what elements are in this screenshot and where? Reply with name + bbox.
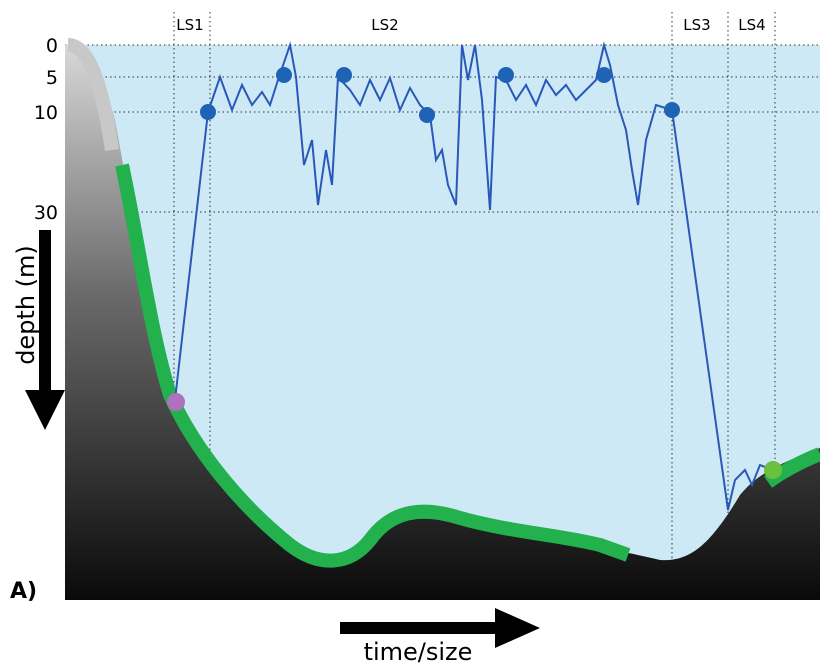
panel-label: A) [10, 579, 37, 604]
y-tick-label: 30 [34, 202, 58, 224]
segment-label: LS3 [683, 16, 710, 34]
end-marker [764, 461, 782, 479]
segment-label: LS1 [176, 16, 203, 34]
y-tick-label: 0 [46, 35, 58, 57]
diagram: LS1 LS2 LS3 LS4 0 5 10 30 depth (m) time… [0, 0, 820, 665]
y-tick-label: 10 [34, 102, 58, 124]
y-axis-label: depth (m) [12, 245, 40, 365]
y-tick-label: 5 [46, 67, 58, 89]
start-marker [167, 393, 185, 411]
x-axis-label: time/size [364, 638, 473, 665]
segment-label: LS4 [738, 16, 765, 34]
segment-label: LS2 [371, 16, 398, 34]
